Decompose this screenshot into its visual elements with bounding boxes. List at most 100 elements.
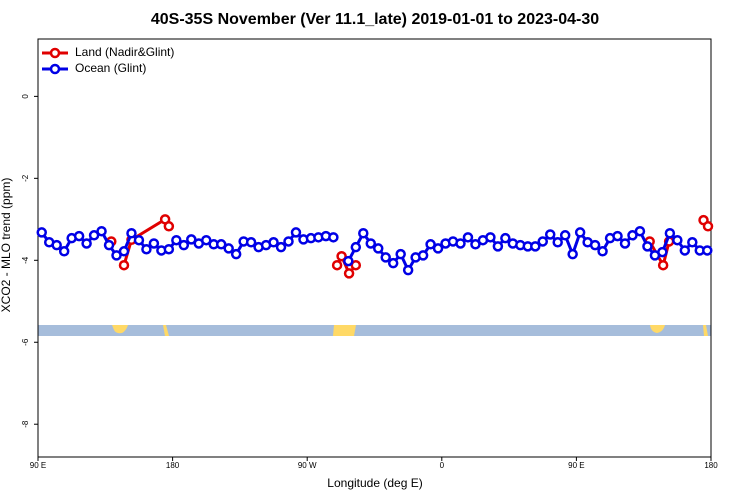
- land-blob: [112, 325, 128, 334]
- point: [275, 241, 287, 253]
- point: [702, 245, 713, 256]
- point: [544, 229, 556, 240]
- y-tick-label: -8: [21, 420, 30, 428]
- point: [96, 225, 107, 237]
- point: [612, 230, 623, 242]
- legend-label: Ocean (Glint): [75, 61, 146, 75]
- point: [462, 232, 474, 243]
- point: [350, 259, 362, 271]
- point: [485, 232, 496, 243]
- point: [702, 221, 714, 232]
- point: [343, 268, 355, 279]
- point: [627, 230, 638, 241]
- point: [230, 248, 242, 260]
- point: [358, 227, 369, 239]
- y-tick-label: -6: [21, 338, 30, 346]
- point: [417, 250, 429, 261]
- point: [574, 227, 586, 238]
- land-blob: [333, 325, 356, 336]
- point: [425, 239, 436, 250]
- point: [58, 246, 70, 257]
- point: [619, 238, 631, 249]
- point: [500, 232, 511, 244]
- point: [148, 238, 160, 249]
- point: [657, 246, 668, 258]
- point: [380, 252, 391, 263]
- point: [215, 239, 227, 250]
- x-tick-label: 90 E: [568, 461, 584, 470]
- point: [387, 257, 399, 269]
- legend-swatch-marker: [49, 47, 61, 59]
- point: [328, 232, 339, 243]
- point: [268, 237, 279, 248]
- point: [634, 225, 646, 237]
- x-tick-label: 180: [166, 461, 180, 470]
- point: [283, 236, 294, 247]
- point: [36, 227, 47, 238]
- point: [178, 239, 190, 251]
- point: [679, 245, 691, 256]
- point: [537, 236, 548, 247]
- point: [88, 230, 100, 241]
- point: [103, 239, 115, 251]
- point: [163, 221, 175, 232]
- x-tick-label: 90 E: [30, 461, 46, 470]
- point: [530, 241, 541, 252]
- point: [664, 227, 676, 239]
- point: [642, 241, 653, 252]
- legend-swatch-marker: [49, 63, 61, 75]
- point: [372, 243, 384, 254]
- point: [597, 246, 608, 257]
- point: [365, 238, 377, 249]
- mask-band: [38, 325, 711, 336]
- point: [589, 239, 601, 251]
- point: [201, 234, 212, 246]
- point: [559, 230, 571, 241]
- y-tick-label: -2: [21, 174, 30, 182]
- point: [492, 241, 504, 252]
- point: [336, 250, 347, 262]
- point: [223, 243, 234, 254]
- point: [126, 227, 137, 239]
- point: [350, 241, 362, 253]
- x-tick-label: 0: [440, 461, 445, 470]
- point: [163, 243, 175, 255]
- land-blob: [650, 325, 665, 333]
- point: [73, 230, 85, 242]
- point: [141, 243, 152, 255]
- point: [118, 246, 130, 257]
- point: [331, 259, 343, 271]
- x-tick-label: 90 W: [298, 461, 317, 470]
- point: [51, 239, 62, 251]
- land-blob: [703, 325, 708, 336]
- point: [552, 237, 563, 248]
- y-tick-label: -4: [21, 256, 30, 264]
- x-tick-label: 180: [704, 461, 718, 470]
- point: [245, 237, 257, 248]
- point: [171, 234, 182, 246]
- land-blob: [163, 325, 169, 336]
- chart-title: 40S-35S November (Ver 11.1_late) 2019-01…: [151, 11, 599, 28]
- point: [672, 234, 683, 246]
- point: [455, 238, 466, 249]
- y-tick-label: 0: [21, 94, 30, 99]
- point: [687, 237, 698, 248]
- point: [343, 255, 354, 267]
- point: [111, 250, 122, 261]
- legend-label: Land (Nadir&Glint): [75, 45, 174, 59]
- point: [133, 234, 145, 246]
- point: [402, 264, 414, 276]
- point: [470, 239, 481, 250]
- point: [118, 259, 130, 271]
- point: [186, 234, 197, 245]
- point: [657, 259, 669, 271]
- x-axis-label: Longitude (deg E): [327, 476, 422, 490]
- point: [395, 248, 406, 260]
- point: [567, 248, 578, 260]
- point: [290, 227, 302, 238]
- land-mask: [38, 325, 711, 336]
- y-axis-label: XCO2 - MLO trend (ppm): [0, 178, 13, 313]
- point: [432, 243, 444, 254]
- point: [81, 238, 92, 249]
